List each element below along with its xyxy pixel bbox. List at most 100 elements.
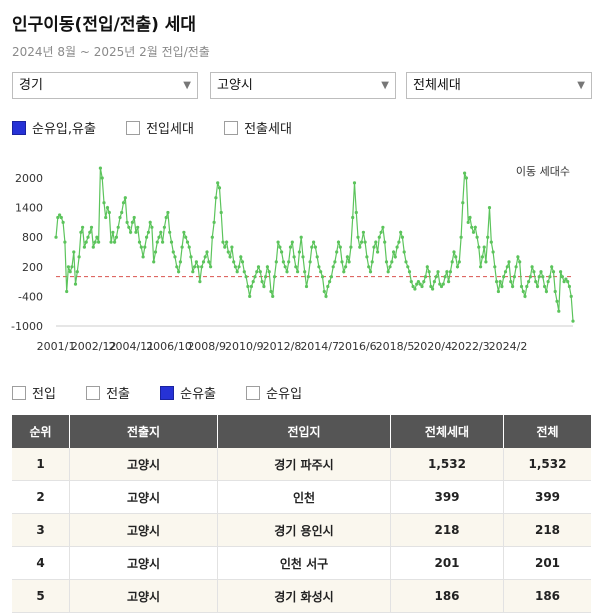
data-point <box>335 250 339 254</box>
legend-net-inflow[interactable]: 순유입 <box>246 383 302 402</box>
cell-rank: 2 <box>12 480 70 514</box>
legend-net-outflow[interactable]: 순유출 <box>160 383 216 402</box>
legend-move-out[interactable]: 전출 <box>86 383 130 402</box>
checkbox-icon[interactable] <box>160 385 175 400</box>
data-point <box>251 280 255 284</box>
data-point <box>283 265 287 269</box>
data-point <box>212 220 216 224</box>
checkbox-icon[interactable] <box>12 120 26 135</box>
data-point <box>395 245 399 249</box>
data-point <box>482 245 486 249</box>
legend-move-in-households[interactable]: 전입세대 <box>126 118 194 137</box>
table-row[interactable]: 3 고양시 경기 용인시 218 218 <box>12 513 591 547</box>
data-point <box>427 270 431 274</box>
data-point <box>127 225 131 229</box>
x-tick-label: 2001/1 <box>37 340 76 353</box>
data-point <box>399 230 403 234</box>
data-point <box>157 235 161 239</box>
data-point <box>569 294 573 298</box>
y-tick-label: 800 <box>22 231 43 244</box>
data-point <box>461 201 465 205</box>
cell-households: 201 <box>390 546 504 580</box>
data-point <box>519 284 524 289</box>
data-point <box>162 225 166 229</box>
cell-destination: 경기 용인시 <box>217 513 391 547</box>
city-select[interactable]: 고양시 ▼ <box>210 72 396 99</box>
data-point <box>150 225 154 229</box>
x-tick-label: 2008/9 <box>187 340 226 353</box>
dropdown-arrow-icon: ▼ <box>381 80 389 91</box>
data-point <box>523 294 527 298</box>
data-point <box>139 245 143 249</box>
data-point <box>278 245 282 249</box>
table-row[interactable]: 5 고양시 경기 화성시 186 186 <box>12 579 591 613</box>
data-point <box>207 260 211 264</box>
cell-total: 201 <box>503 546 591 580</box>
data-point <box>548 275 552 279</box>
data-point <box>152 260 156 264</box>
data-point <box>86 235 90 239</box>
data-point <box>381 225 385 229</box>
bottom-legend: 전입 전출 순유출 순유입 <box>12 383 328 404</box>
x-tick-label: 2020/4 <box>413 340 452 353</box>
data-point <box>95 235 99 239</box>
data-point <box>248 294 252 298</box>
data-point <box>315 255 319 259</box>
checkbox-icon[interactable] <box>224 120 239 135</box>
table-row[interactable]: 1 고양시 경기 파주시 1,532 1,532 <box>12 448 591 481</box>
data-point <box>376 250 380 254</box>
data-point <box>475 235 479 239</box>
data-point <box>534 280 538 284</box>
checkbox-icon[interactable] <box>86 385 101 400</box>
data-point <box>54 235 58 239</box>
data-point <box>58 213 62 217</box>
data-point <box>448 270 452 274</box>
data-point <box>487 206 492 210</box>
data-point <box>557 309 561 313</box>
data-point <box>59 215 63 220</box>
data-point <box>411 284 415 289</box>
legend-net-flow[interactable]: 순유입,유출 <box>12 118 96 137</box>
data-point <box>425 265 429 269</box>
household-select[interactable]: 전체세대 ▼ <box>406 72 592 99</box>
data-point <box>544 289 549 294</box>
region-select[interactable]: 경기 ▼ <box>12 72 198 99</box>
data-point <box>470 225 474 229</box>
data-point <box>413 287 417 291</box>
checkbox-icon[interactable] <box>126 120 141 135</box>
data-point <box>214 196 218 200</box>
data-point <box>216 181 220 185</box>
cell-total: 218 <box>503 513 591 547</box>
data-point <box>56 215 60 220</box>
checkbox-icon[interactable] <box>12 385 26 400</box>
data-point <box>550 265 554 269</box>
data-point <box>566 280 570 284</box>
cell-rank: 3 <box>12 513 70 547</box>
data-point <box>111 230 115 234</box>
data-point <box>384 260 389 264</box>
data-point <box>249 284 253 289</box>
data-point <box>328 280 332 284</box>
legend-move-out-households[interactable]: 전출세대 <box>224 118 292 137</box>
cell-origin: 고양시 <box>69 513 218 547</box>
data-point <box>331 265 335 269</box>
data-point <box>338 245 342 249</box>
data-point <box>546 280 550 284</box>
data-point <box>363 240 367 244</box>
data-point <box>368 270 373 274</box>
table-row[interactable]: 4 고양시 인천 서구 201 201 <box>12 546 591 580</box>
data-point <box>299 235 303 239</box>
checkbox-icon[interactable] <box>246 385 261 400</box>
data-point <box>201 260 206 264</box>
data-point <box>386 270 390 274</box>
data-point <box>304 284 309 289</box>
data-point <box>102 201 106 205</box>
data-point <box>509 280 513 284</box>
data-point <box>294 265 298 269</box>
data-point <box>153 250 158 254</box>
legend-move-in[interactable]: 전입 <box>12 383 56 402</box>
data-point <box>159 230 163 234</box>
data-point <box>333 260 337 264</box>
table-row[interactable]: 2 고양시 인천 399 399 <box>12 480 591 514</box>
